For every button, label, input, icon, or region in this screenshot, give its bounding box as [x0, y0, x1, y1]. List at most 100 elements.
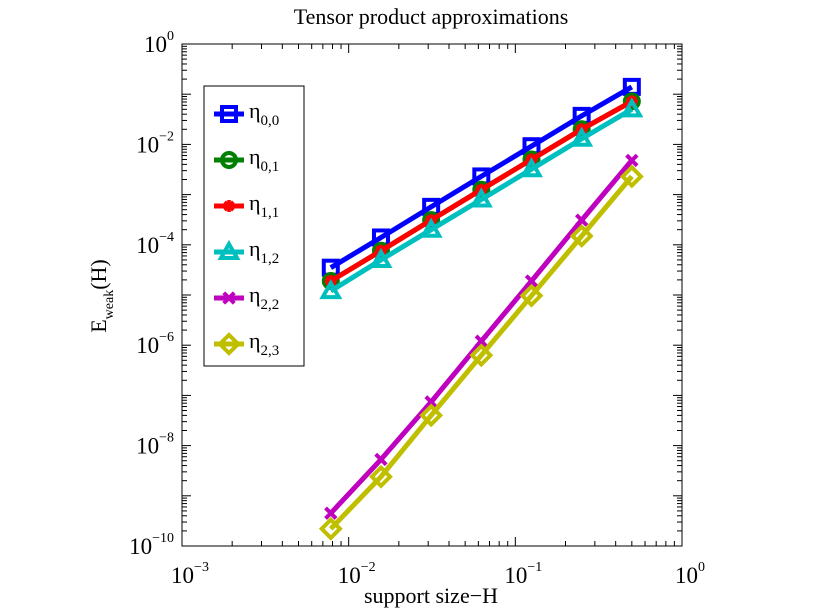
- data-point: [574, 213, 589, 227]
- y-axis-label-base: E: [86, 319, 111, 332]
- x-tick-label: 100: [675, 560, 705, 588]
- series-line: [328, 158, 634, 515]
- legend-label: η0,1: [249, 144, 279, 175]
- legend-entry: η0,0: [214, 98, 279, 129]
- legend-label: η0,0: [249, 98, 279, 129]
- y-tick-label-base: 10: [129, 534, 152, 559]
- legend-label: η2,3: [249, 328, 279, 359]
- y-tick-label: 10−2: [136, 129, 174, 157]
- data-point: [469, 343, 494, 368]
- x-tick-label-exp: −3: [194, 560, 209, 575]
- y-axis-label-suffix: (H): [86, 259, 111, 290]
- legend-entry: η2,2: [214, 282, 279, 313]
- data-point: [424, 395, 438, 409]
- svg-text:Eweak(H): Eweak(H): [86, 259, 117, 333]
- y-tick-label: 10−10: [129, 531, 174, 559]
- data-point: [474, 334, 488, 348]
- legend-label-base: η: [249, 236, 261, 261]
- legend-entry: η0,1: [214, 144, 279, 175]
- data-point: [519, 157, 543, 178]
- data-point: [625, 153, 639, 168]
- legend-label-subscript: 0,0: [261, 113, 280, 129]
- legend-label: η1,1: [249, 190, 279, 221]
- y-tick-label-base: 10: [136, 333, 159, 358]
- y-axis-label: Eweak(H): [86, 259, 117, 333]
- data-point: [369, 247, 393, 268]
- chart-title: Tensor product approximations: [294, 4, 569, 29]
- x-axis-label: support size−H: [364, 583, 498, 608]
- x-tick-label-base: 10: [504, 563, 527, 588]
- y-tick-label-exp: −6: [159, 330, 174, 345]
- x-tick-label-base: 10: [338, 563, 361, 588]
- data-point: [569, 224, 594, 248]
- series-0-0: [321, 77, 641, 277]
- series-2-2: [324, 153, 639, 520]
- y-axis-label-subscript: weak: [102, 290, 117, 320]
- series-2-3: [318, 164, 644, 541]
- y-tick-label-exp: 0: [167, 29, 174, 44]
- data-point: [321, 272, 340, 291]
- legend-entry: η1,1: [214, 190, 279, 221]
- data-point: [369, 464, 393, 489]
- legend-label: η1,2: [249, 236, 279, 267]
- data-point: [319, 278, 343, 300]
- x-tick-label: 10−2: [338, 560, 376, 588]
- legend-label: η2,2: [249, 282, 279, 313]
- data-point: [469, 187, 493, 208]
- data-point: [419, 217, 443, 238]
- y-tick-label: 10−4: [136, 230, 174, 258]
- x-tick-label-exp: −2: [361, 560, 376, 575]
- data-point: [324, 506, 338, 520]
- legend-label-subscript: 2,2: [261, 297, 280, 313]
- legend-entry: η1,2: [214, 236, 279, 267]
- legend-marker: [220, 105, 238, 123]
- legend-label-subscript: 1,2: [261, 251, 280, 267]
- data-point: [619, 164, 644, 189]
- x-tick-label: 10−1: [504, 560, 542, 588]
- legend-label-base: η: [249, 190, 261, 215]
- y-tick-label-exp: −8: [159, 431, 174, 446]
- data-point: [524, 274, 539, 288]
- legend-label-subscript: 1,1: [261, 205, 280, 221]
- legend-label-base: η: [249, 98, 261, 123]
- y-tick-label-base: 10: [136, 434, 159, 459]
- legend-marker: [223, 200, 235, 212]
- x-tick-label: 10−3: [171, 560, 209, 588]
- x-tick-label-exp: −1: [527, 560, 542, 575]
- y-tick-label-base: 10: [136, 233, 159, 258]
- legend-label-subscript: 0,1: [261, 159, 280, 175]
- legend: η0,0η0,1η1,1η1,2η2,2η2,3: [203, 85, 305, 367]
- legend-label-base: η: [249, 282, 261, 307]
- y-tick-label-exp: −4: [159, 230, 174, 245]
- y-tick-label-base: 10: [144, 32, 167, 57]
- data-point: [519, 283, 544, 308]
- data-point: [622, 92, 641, 111]
- series-1-2: [319, 97, 644, 300]
- data-point: [570, 126, 594, 147]
- data-point: [620, 97, 644, 118]
- data-point: [374, 452, 388, 467]
- legend-box: [203, 85, 305, 367]
- series-line: [328, 174, 634, 531]
- legend-label-base: η: [249, 328, 261, 353]
- y-tick-label-exp: −2: [159, 129, 174, 144]
- legend-marker: [217, 332, 241, 356]
- y-tick-label-base: 10: [136, 132, 159, 157]
- legend-entry: η2,3: [214, 328, 279, 359]
- data-point: [419, 403, 444, 428]
- legend-marker: [220, 151, 238, 169]
- x-tick-label-exp: 0: [698, 560, 705, 575]
- legend-label-base: η: [249, 144, 261, 169]
- data-point: [318, 516, 343, 541]
- x-tick-label-base: 10: [675, 563, 698, 588]
- y-tick-label: 10−6: [136, 330, 174, 358]
- legend-marker: [222, 291, 236, 305]
- series-line: [329, 84, 634, 270]
- y-tick-label: 10−8: [136, 431, 174, 459]
- legend-marker: [217, 239, 241, 261]
- series-line: [329, 107, 634, 294]
- series-layer: [318, 77, 644, 541]
- y-tick-label: 100: [144, 29, 174, 57]
